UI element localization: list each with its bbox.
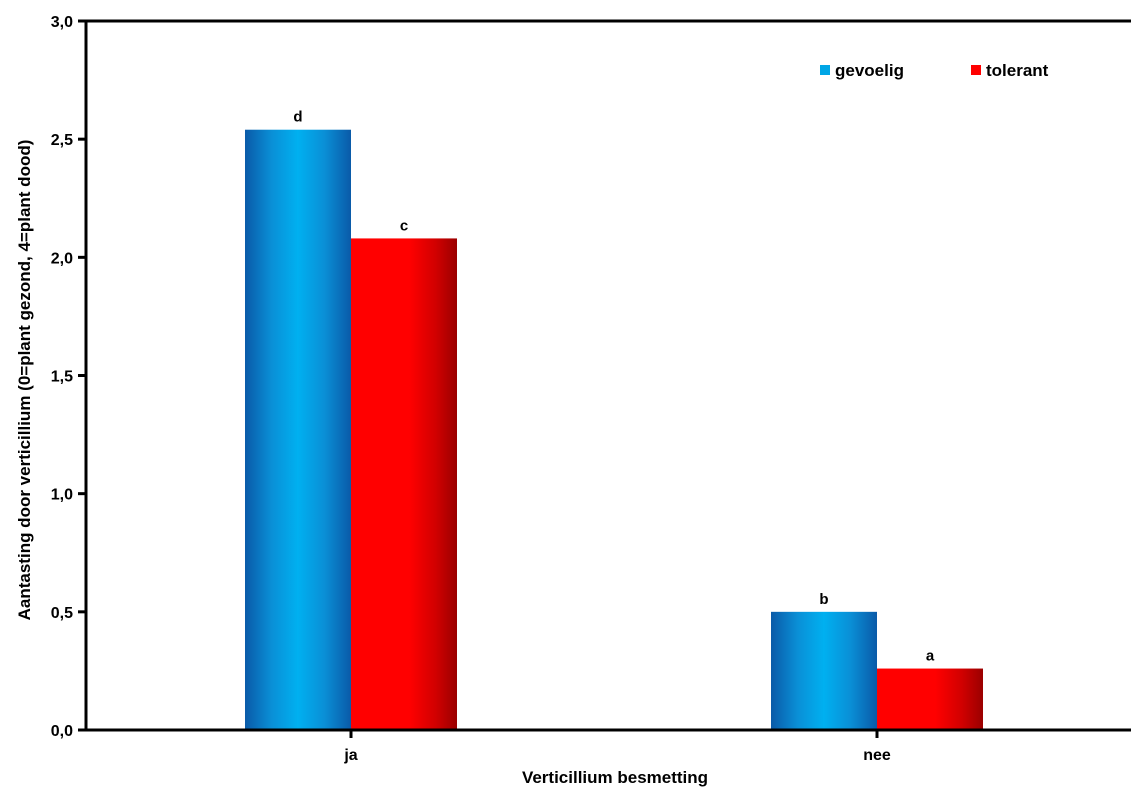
bar-tolerant-nee — [877, 668, 983, 730]
y-tick-label: 1,5 — [51, 369, 73, 386]
bar-gevoelig-ja — [245, 129, 351, 731]
bar-label-tolerant-ja: c — [400, 217, 408, 234]
y-tick-label: 0,0 — [51, 723, 73, 740]
bar-label-gevoelig-nee: b — [819, 591, 828, 608]
bar-label-tolerant-nee: a — [926, 648, 935, 665]
x-axis-title: Verticillium besmetting — [522, 768, 708, 787]
legend-swatch-tolerant — [971, 65, 981, 75]
bar-tolerant-ja — [351, 238, 457, 730]
y-tick-label: 3,0 — [51, 14, 73, 31]
bars-layer — [245, 129, 983, 731]
y-tick-label: 0,5 — [51, 605, 73, 622]
bar-gevoelig-nee — [771, 611, 877, 730]
y-tick-label: 2,5 — [51, 132, 73, 149]
y-tick-label: 2,0 — [51, 250, 73, 267]
legend-swatch-gevoelig — [820, 65, 830, 75]
x-tick-label-ja: ja — [343, 747, 357, 764]
legend-label-tolerant: tolerant — [986, 61, 1049, 80]
bar-labels-layer: d b c a — [293, 109, 934, 665]
y-ticks-layer: 0,0 0,5 1,0 1,5 2,0 2,5 3,0 — [51, 14, 86, 740]
y-tick-label: 1,0 — [51, 487, 73, 504]
x-tick-label-nee: nee — [863, 747, 891, 764]
y-axis-title: Aantasting door verticillium (0=plant ge… — [15, 140, 34, 621]
x-ticks-layer: ja nee — [343, 730, 891, 764]
legend-label-gevoelig: gevoelig — [835, 61, 904, 80]
bar-label-gevoelig-ja: d — [293, 109, 302, 126]
legend: gevoelig tolerant — [820, 61, 1049, 80]
